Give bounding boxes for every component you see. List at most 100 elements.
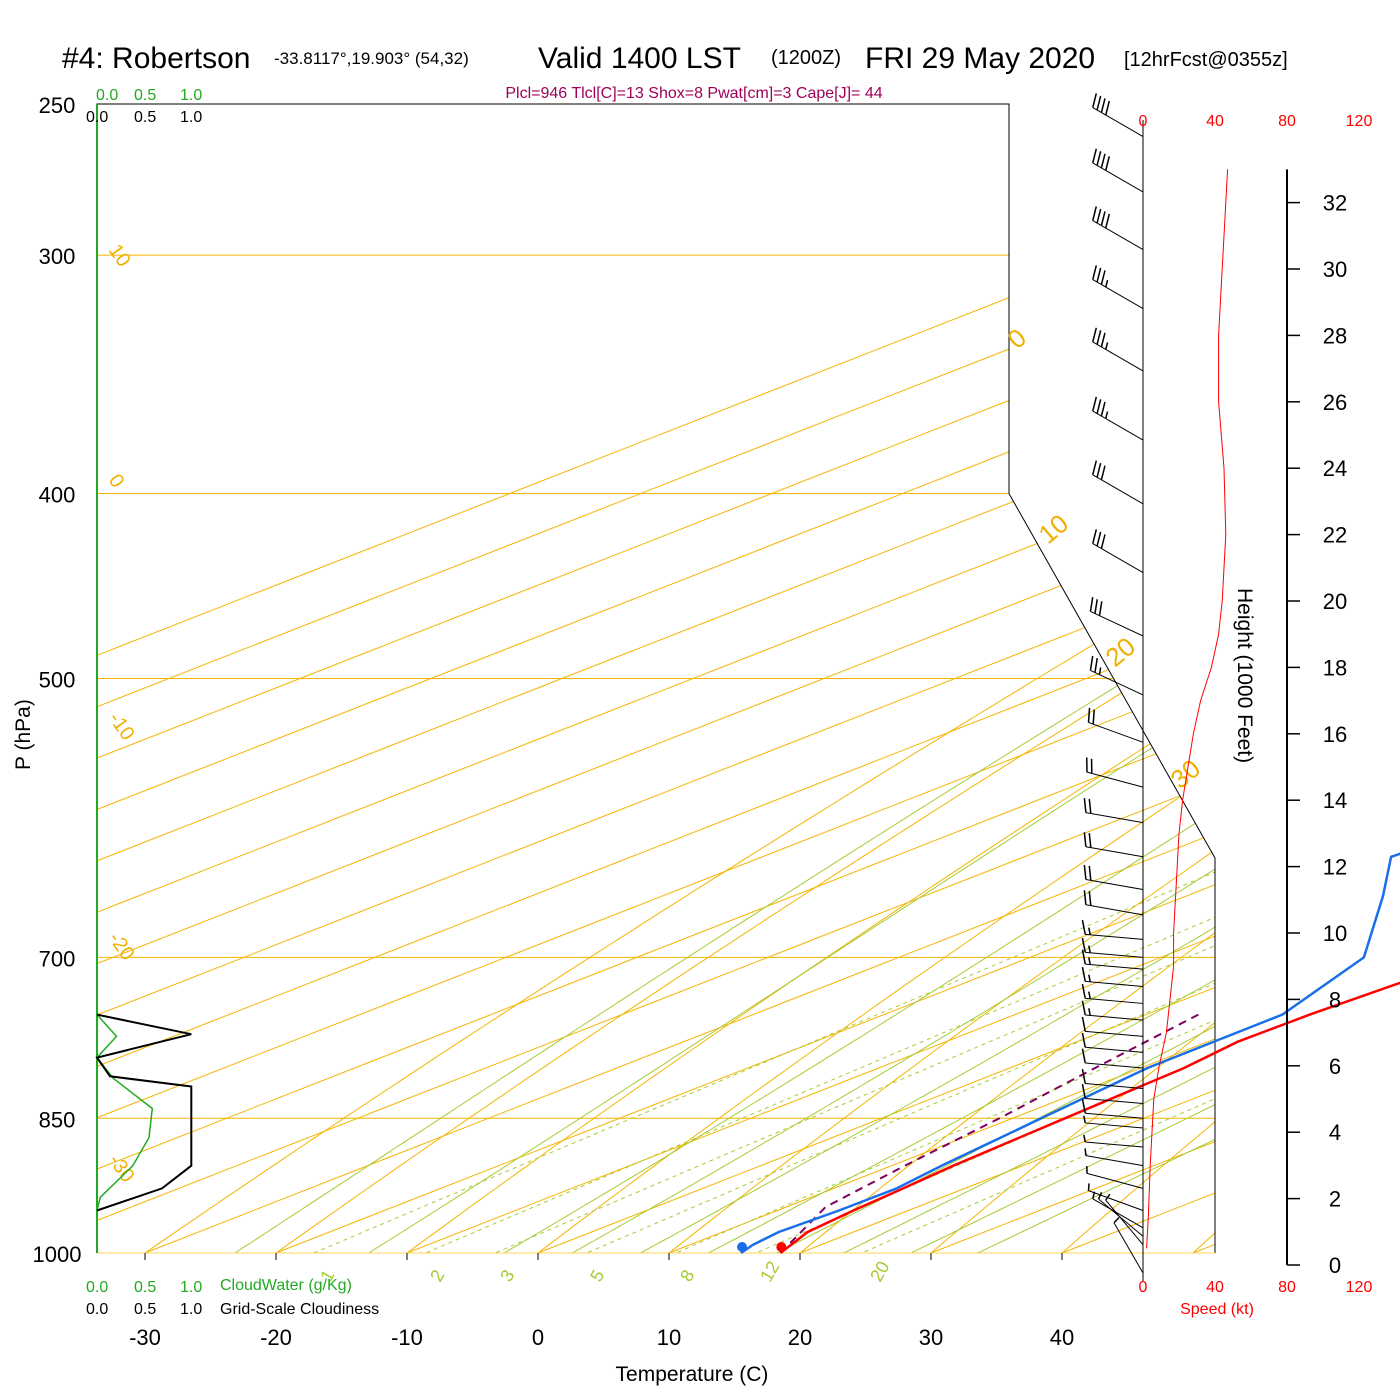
wind-barb [1097, 1192, 1144, 1237]
wind-barb-flag [1081, 1000, 1086, 1016]
height-tick-label: 0 [1329, 1253, 1341, 1278]
surface-dewpoint-dot [737, 1242, 748, 1252]
wind-barb-flag [1100, 153, 1106, 169]
height-tick-label: 30 [1323, 257, 1347, 282]
wind-barb-staff [1086, 771, 1144, 788]
wind-barb-flag [1100, 332, 1106, 348]
height-tick-label: 4 [1329, 1120, 1341, 1145]
wind-barb-flag [1100, 98, 1106, 113]
moist-adiabat [500, 104, 1215, 1253]
cloudwater-tick-bottom-2: 1.0 [180, 1279, 202, 1296]
wind-barb-flag [1089, 655, 1094, 671]
height-axis-label: Height (1000 Feet) [1233, 588, 1256, 763]
title-date: FRI 29 May 2020 [865, 42, 1095, 75]
dewpoint-trace [740, 852, 1400, 1255]
mixing-ratio-label: 5 [586, 1266, 608, 1285]
height-tick-label: 24 [1323, 456, 1347, 481]
wind-barb-half [1097, 1192, 1103, 1200]
wind-barb [1081, 937, 1144, 958]
cloudwater-label: CloudWater (g/Kg) [220, 1277, 352, 1294]
moist-adiabat [827, 104, 1215, 1253]
wind-barb [1087, 1183, 1144, 1211]
wind-barb-flag [1088, 891, 1092, 906]
wind-barb-half [1088, 974, 1091, 982]
isotherm-line [97, 104, 1215, 1253]
profile-layer [737, 852, 1400, 1255]
cloudiness-tick-bottom-1: 0.5 [134, 1301, 156, 1318]
wind-barb [1092, 265, 1144, 310]
p-tick-label: 700 [39, 946, 76, 971]
wind-barb [1086, 1166, 1144, 1189]
wind-barb-flag [1088, 865, 1092, 881]
dry-adiabat [352, 104, 1215, 1253]
wind-barb [1092, 327, 1144, 372]
height-tick-label: 6 [1329, 1054, 1341, 1079]
height-tick-label: 14 [1323, 788, 1347, 813]
wind-barb [1092, 206, 1144, 251]
height-tick-label: 20 [1323, 589, 1347, 614]
isotherm-line [97, 104, 1215, 1253]
isotherm-line [97, 104, 1215, 1253]
wind-barb [1092, 148, 1144, 193]
speed-tick-bottom-3: 120 [1346, 1279, 1373, 1296]
wind-barb-half [1083, 1134, 1086, 1143]
wind-barb-staff [1090, 669, 1144, 696]
wind-barb [1081, 949, 1144, 970]
wind-barb-flag [1105, 156, 1111, 171]
surface-temperature-dot [776, 1242, 787, 1252]
wind-barb-half [1088, 1008, 1091, 1016]
wind-barb-flag [1096, 399, 1102, 414]
moist-adiabat [565, 104, 1215, 1253]
moist-adiabat [696, 104, 1215, 1253]
wind-barb-staff [1092, 162, 1144, 193]
height-tick-label: 10 [1323, 921, 1347, 946]
dry-adiabat [484, 104, 1215, 1253]
wind-barb [1084, 1148, 1144, 1167]
wind-barb-flag [1096, 267, 1102, 283]
title-forecast: [12hrFcst@0355z] [1124, 49, 1288, 71]
wind-barb-flag [1100, 270, 1106, 285]
wind-barb-flag [1092, 460, 1098, 476]
wind-barb-flag [1105, 213, 1111, 229]
wind-barb-staff [1086, 1172, 1144, 1189]
x-tick-label: 40 [1050, 1325, 1074, 1350]
isotherm-line [97, 104, 1215, 1253]
dry-adiabat [883, 104, 1215, 1253]
wind-barb-flag [1096, 208, 1102, 224]
wind-barb-staff [1092, 107, 1144, 137]
title-valid: Valid 1400 LST [538, 42, 741, 75]
wind-barb-staff [1113, 1222, 1144, 1274]
wind-barb [1081, 1048, 1144, 1069]
p-tick-label: 850 [39, 1107, 76, 1132]
wind-barb [1083, 1134, 1144, 1148]
wind-barb-staff [1085, 1030, 1144, 1037]
wind-barb-staff [1085, 963, 1144, 970]
wind-barb-half [1084, 1148, 1087, 1156]
mixing-ratio-line [769, 493, 1215, 1253]
cloudwater-tick-top-1: 0.5 [134, 87, 156, 104]
p-tick-label: 1000 [33, 1242, 82, 1267]
x-tick-label: -10 [391, 1325, 423, 1350]
moist-adiabat [893, 104, 1215, 1253]
wind-barb-half [1105, 411, 1109, 419]
wind-barb [1083, 890, 1144, 916]
wind-barb-flag [1081, 1098, 1086, 1114]
mixing-ratio-line [330, 493, 1215, 1253]
wind-barb-staff [1085, 997, 1144, 1004]
wind-barb [1113, 1217, 1144, 1274]
isotherm-line [97, 104, 1215, 1253]
wind-barb-flag [1096, 151, 1102, 166]
dry-adiabat [1016, 104, 1215, 1253]
wind-barb-staff [1092, 341, 1144, 372]
wind-barb-staff [1092, 543, 1144, 573]
wind-barb-staff [1085, 1122, 1144, 1129]
x-tick-label: 0 [532, 1325, 544, 1350]
wind-barb-flag [1105, 100, 1111, 116]
wind-barb-flag [1081, 1084, 1086, 1099]
cloudiness-label: Grid-Scale Cloudiness [220, 1301, 379, 1318]
wind-barb-staff [1098, 1198, 1144, 1237]
wind-barb-half [1105, 279, 1109, 288]
p-tick-label: 500 [39, 668, 76, 693]
